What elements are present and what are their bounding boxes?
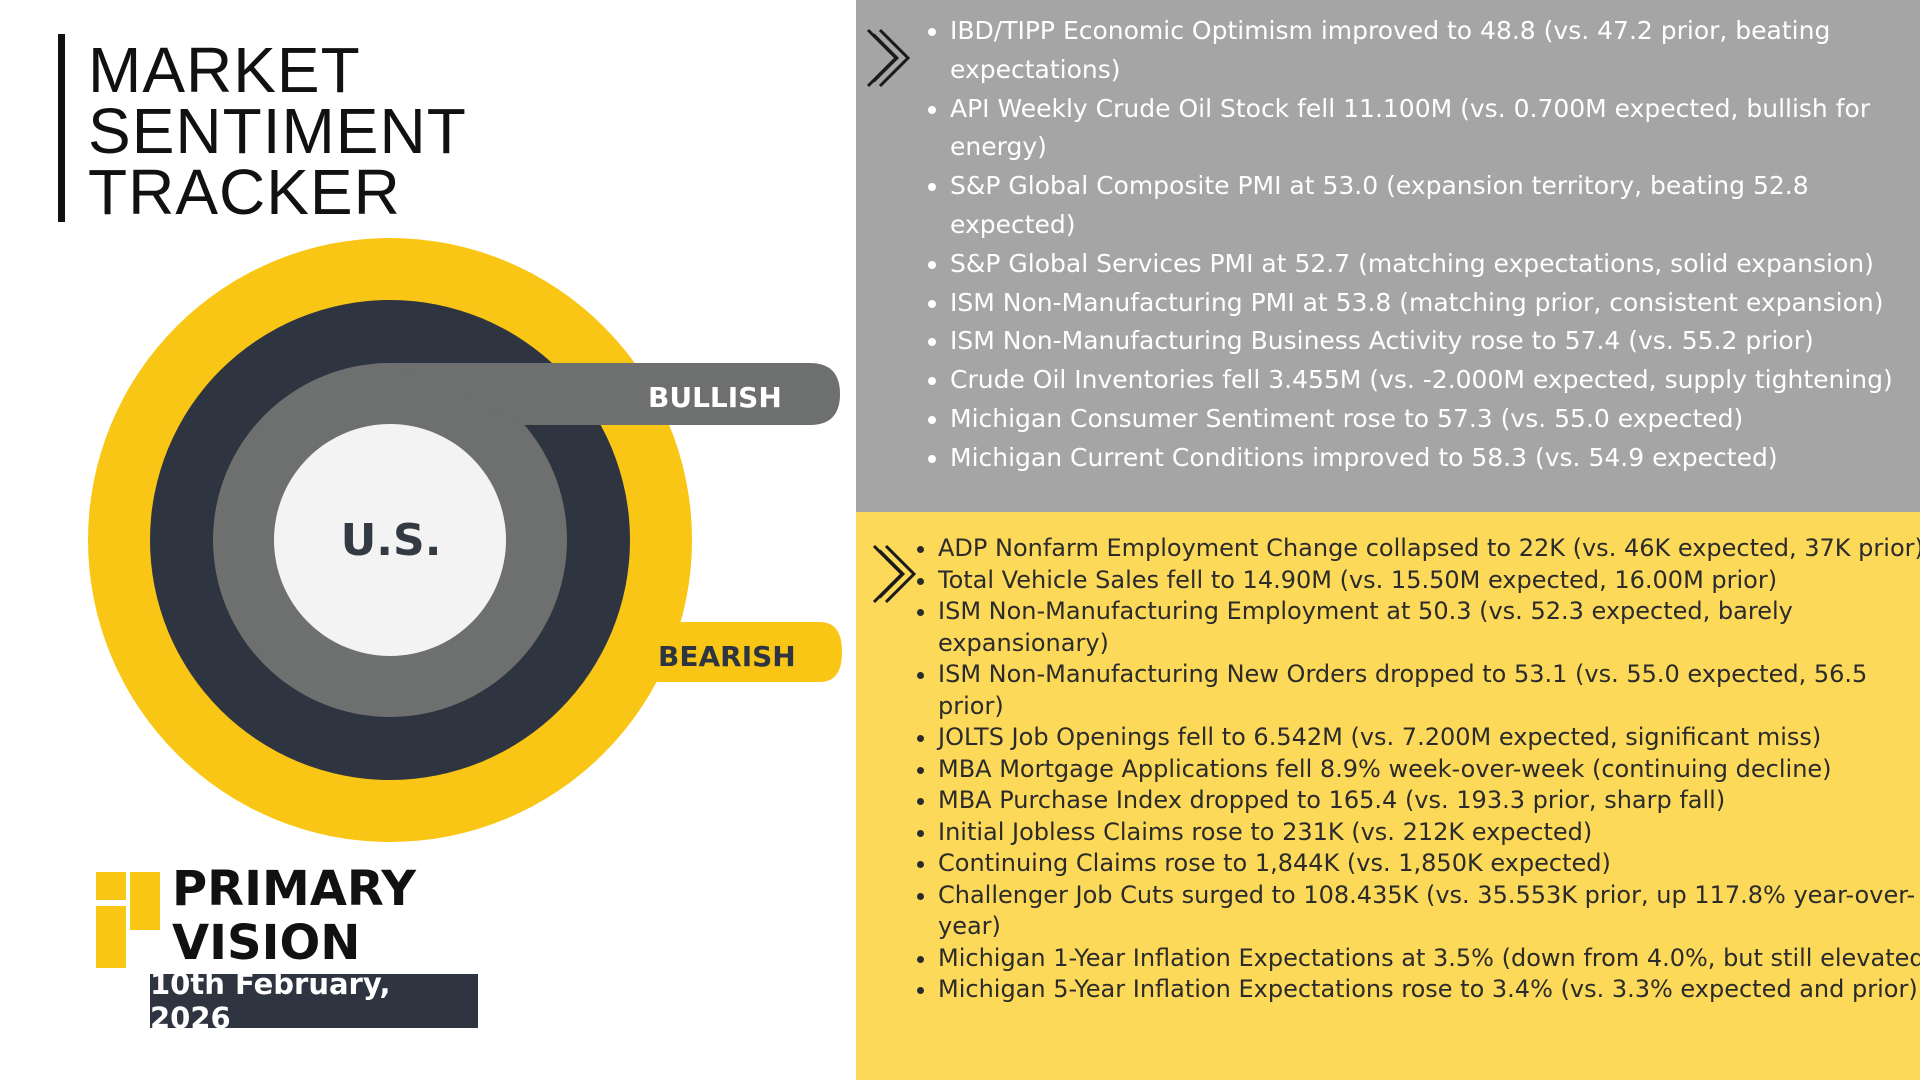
- bullish-tab-shape: [390, 363, 840, 425]
- bearish-item: MBA Purchase Index dropped to 165.4 (vs.…: [938, 785, 1920, 817]
- brand-name: PRIMARY VISION: [172, 862, 416, 970]
- sentiment-gauge: [88, 238, 842, 842]
- bearish-panel: [856, 512, 1920, 1080]
- bullish-item: API Weekly Crude Oil Stock fell 11.100M …: [950, 90, 1920, 168]
- bearish-item: MBA Mortgage Applications fell 8.9% week…: [938, 754, 1920, 786]
- bearish-item: Michigan 5-Year Inflation Expectations r…: [938, 974, 1920, 1006]
- page-title: MARKET SENTIMENT TRACKER: [88, 34, 467, 228]
- bullish-item: Crude Oil Inventories fell 3.455M (vs. -…: [950, 361, 1920, 400]
- bearish-item: Challenger Job Cuts surged to 108.435K (…: [938, 880, 1920, 943]
- title-accent-bar: [58, 34, 65, 222]
- bearish-label: BEARISH: [658, 640, 796, 673]
- bearish-item: ADP Nonfarm Employment Change collapsed …: [938, 533, 1920, 565]
- bullish-item: S&P Global Composite PMI at 53.0 (expans…: [950, 167, 1920, 245]
- bearish-item: Continuing Claims rose to 1,844K (vs. 1,…: [938, 848, 1920, 880]
- bullish-panel: [856, 0, 1920, 512]
- double-chevron-right-icon: [866, 28, 911, 88]
- brand-line-2: VISION: [172, 915, 361, 971]
- bullish-item: ISM Non-Manufacturing Business Activity …: [950, 322, 1920, 361]
- region-label: U.S.: [340, 515, 442, 566]
- title-line-1: MARKET: [88, 34, 361, 106]
- gauge-center-disc: [274, 424, 506, 656]
- brand-line-1: PRIMARY: [172, 861, 417, 917]
- bullish-item: S&P Global Services PMI at 52.7 (matchin…: [950, 245, 1920, 284]
- bearish-item: Total Vehicle Sales fell to 14.90M (vs. …: [938, 565, 1920, 597]
- title-line-3: TRACKER: [88, 156, 401, 228]
- bullish-item: ISM Non-Manufacturing PMI at 53.8 (match…: [950, 284, 1920, 323]
- bearish-item: ISM Non-Manufacturing New Orders dropped…: [938, 659, 1920, 722]
- bearish-item: Initial Jobless Claims rose to 231K (vs.…: [938, 817, 1920, 849]
- bearish-item: Michigan 1-Year Inflation Expectations a…: [938, 943, 1920, 975]
- bearish-list: ADP Nonfarm Employment Change collapsed …: [908, 533, 1920, 1006]
- bullish-label: BULLISH: [648, 381, 782, 414]
- report-date: 10th February, 2026: [150, 967, 478, 1035]
- bullish-list: IBD/TIPP Economic Optimism improved to 4…: [920, 12, 1920, 478]
- bearish-item: JOLTS Job Openings fell to 6.542M (vs. 7…: [938, 722, 1920, 754]
- title-line-2: SENTIMENT: [88, 95, 467, 167]
- bullish-item: IBD/TIPP Economic Optimism improved to 4…: [950, 12, 1920, 90]
- bullish-item: Michigan Current Conditions improved to …: [950, 439, 1920, 478]
- primary-vision-logo-icon: [96, 872, 160, 968]
- double-chevron-right-icon: [872, 544, 917, 604]
- bullish-item: Michigan Consumer Sentiment rose to 57.3…: [950, 400, 1920, 439]
- bearish-item: ISM Non-Manufacturing Employment at 50.3…: [938, 596, 1920, 659]
